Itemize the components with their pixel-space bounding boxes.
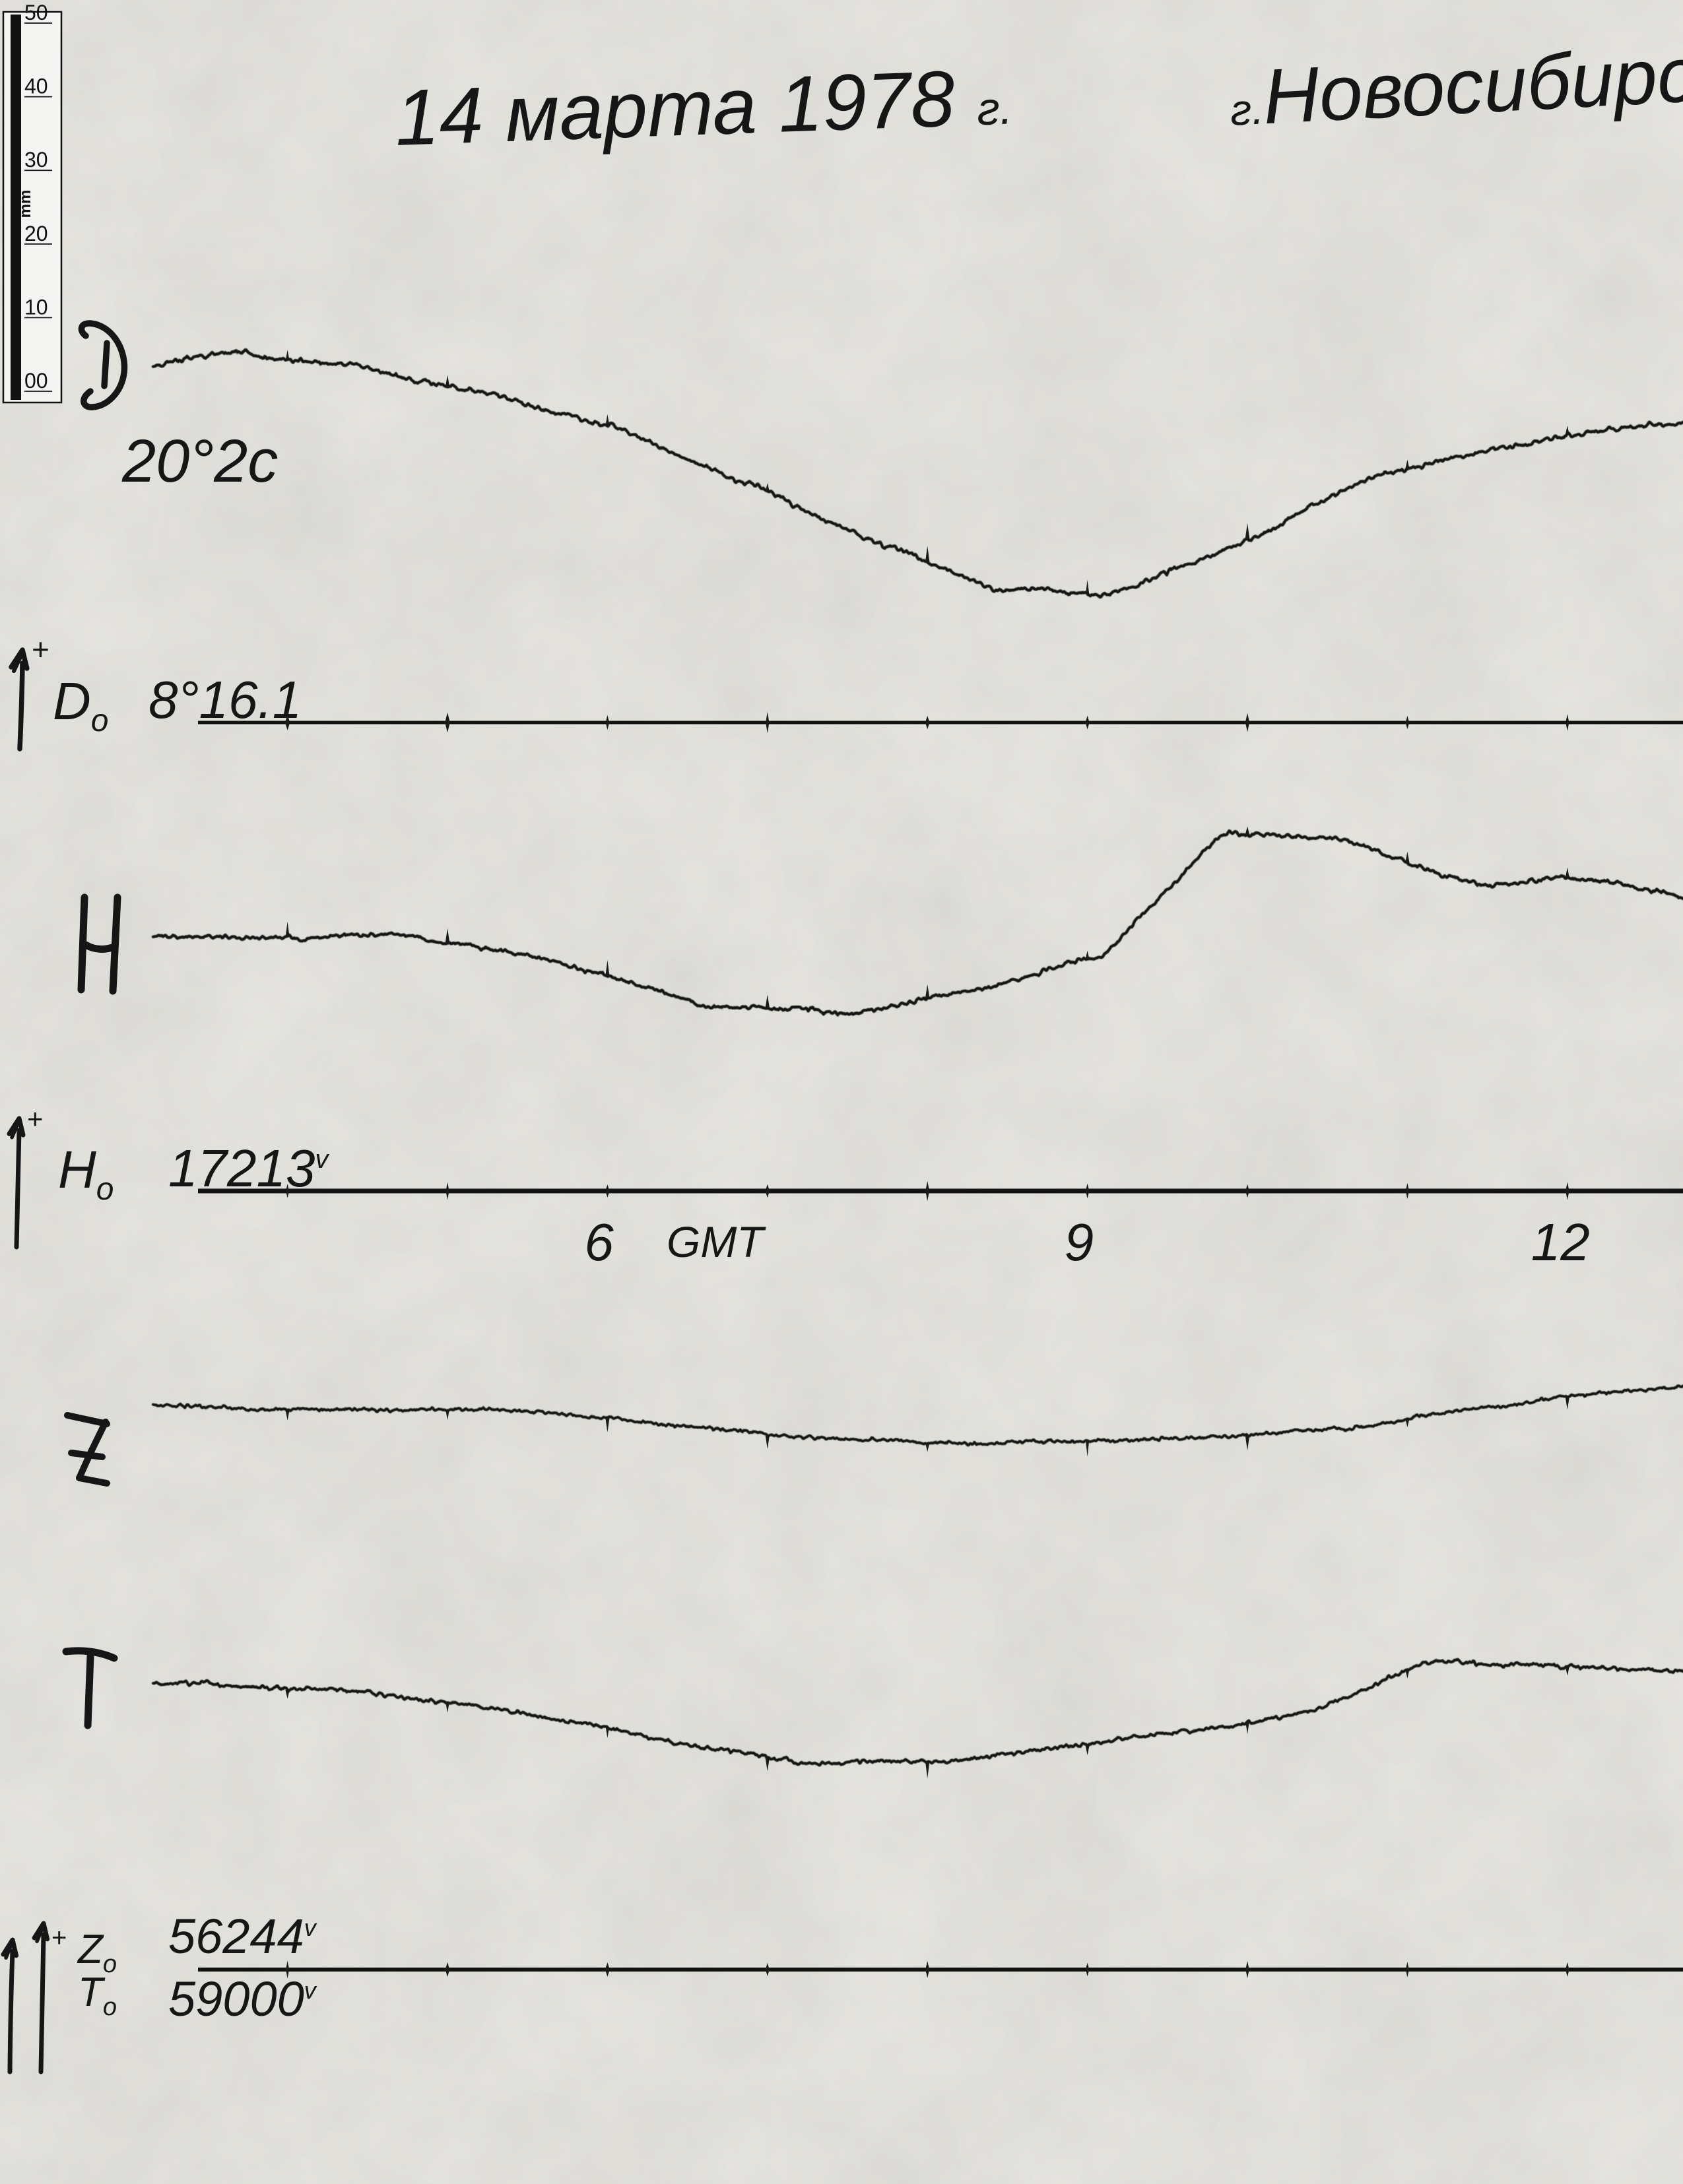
svg-text:59000v: 59000v (168, 1972, 317, 2026)
svg-text:56244v: 56244v (168, 1909, 317, 1964)
svg-text:+: + (51, 1923, 67, 1952)
